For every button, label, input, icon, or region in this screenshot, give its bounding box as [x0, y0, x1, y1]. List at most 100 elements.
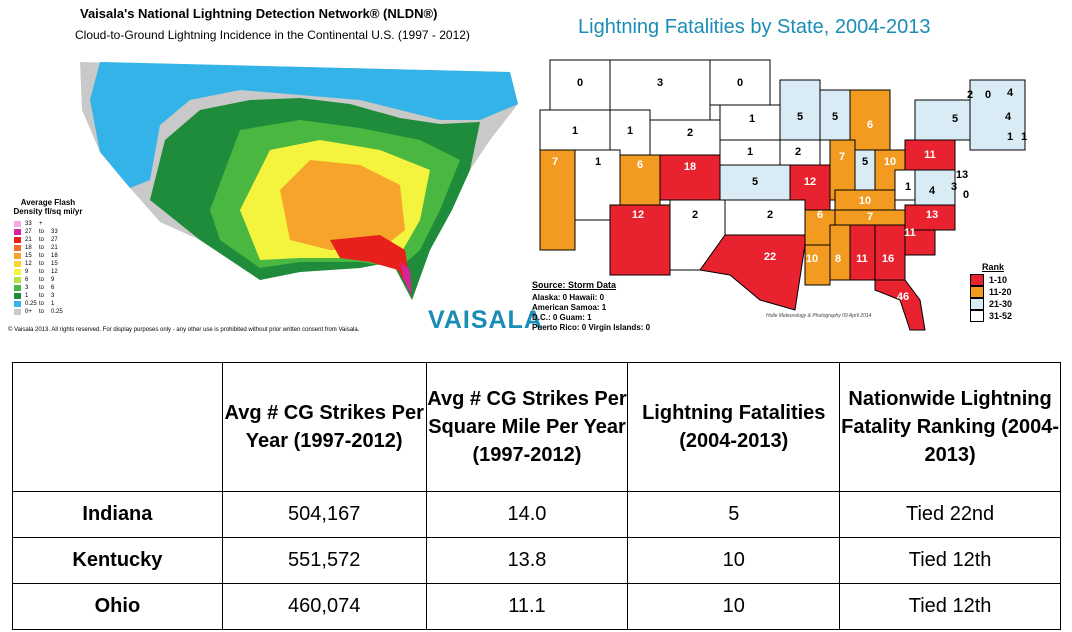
- legend-to: +: [39, 221, 43, 227]
- legend-max: 6: [51, 285, 55, 291]
- state-fatality-label: 0: [985, 89, 991, 101]
- legend-min: 27: [25, 229, 32, 235]
- legend-to: to: [39, 293, 45, 299]
- rank-swatch: [970, 286, 984, 298]
- territory-line: D.C.: 0 Guam: 1: [532, 313, 592, 322]
- state-fatality-label: 10: [884, 156, 896, 168]
- table-row: Ohio 460,074 11.1 10 Tied 12th: [12, 583, 1061, 630]
- legend-row: 27 to 33: [14, 228, 67, 236]
- map-credit: Holle Meteorology & Photography 09 April…: [766, 313, 872, 319]
- legend-row: 18 to 21: [14, 244, 67, 252]
- state-fatality-label: 0: [577, 77, 583, 89]
- table-header-cell: Lightning Fatalities (2004-2013): [627, 362, 841, 492]
- legend-min: 18: [25, 245, 32, 251]
- state-fatality-label: 1: [747, 146, 753, 158]
- state-fatality-label: 2: [795, 146, 801, 158]
- row-strikes: 504,167: [221, 491, 427, 538]
- vaisala-logo: VAISALA: [428, 306, 543, 334]
- legend-row: 21 to 27: [14, 236, 67, 244]
- territory-line: Puerto Rico: 0 Virgin Islands: 0: [532, 323, 651, 332]
- rank-label: 31-52: [989, 311, 1013, 321]
- rank-label: 11-20: [989, 287, 1012, 297]
- state-fatality-label: 6: [817, 209, 823, 221]
- state-fatality-label: 8: [835, 253, 841, 265]
- state-fatality-label: 1: [1007, 131, 1013, 143]
- state-fatality-label: 1: [627, 125, 633, 137]
- legend-max: 0.25: [51, 309, 63, 315]
- state-fatality-label: 10: [806, 253, 818, 265]
- row-fatalities: 10: [627, 583, 841, 630]
- legend-max: 12: [51, 269, 58, 275]
- legend-swatch: [14, 301, 21, 307]
- territory-list: Alaska: 0 Hawaii: 0 American Samoa: 1 D.…: [532, 293, 650, 333]
- vaisala-copyright: © Vaisala 2013. All rights reserved. For…: [8, 327, 360, 333]
- legend-swatch: [14, 285, 21, 291]
- legend-to: to: [39, 237, 45, 243]
- legend-row: 1 to 3: [14, 292, 67, 300]
- territory-line: American Samoa: 1: [532, 303, 607, 312]
- row-ranking: Tied 22nd: [839, 491, 1061, 538]
- row-state: Ohio: [12, 583, 223, 630]
- row-density: 14.0: [425, 491, 629, 538]
- legend-swatch: [14, 261, 21, 267]
- legend-min: 6: [25, 277, 29, 283]
- state-fatality-label: 4: [929, 185, 936, 197]
- state-ca: [539, 149, 576, 251]
- state-fatality-label: 11: [856, 253, 868, 265]
- legend-row: 3 to 6: [14, 284, 67, 292]
- legend-to: to: [39, 277, 45, 283]
- rank-swatch: [970, 274, 984, 286]
- legend-row: 12 to 15: [14, 260, 67, 268]
- legend-swatch: [14, 269, 21, 275]
- state-ne-states: [969, 79, 1026, 151]
- row-fatalities: 5: [627, 491, 841, 538]
- table-header-cell: Avg # CG Strikes Per Square Mile Per Yea…: [425, 362, 629, 492]
- rank-legend-item: 31-52: [970, 310, 1012, 322]
- state-fatality-label: 18: [684, 161, 696, 173]
- state-fatality-label: 5: [797, 111, 803, 123]
- legend-to: to: [39, 309, 45, 315]
- table-row: Indiana 504,167 14.0 5 Tied 22nd: [12, 491, 1061, 538]
- state-fatality-label: 11: [904, 227, 916, 239]
- legend-min: 3: [25, 285, 29, 291]
- legend-to: to: [39, 285, 45, 291]
- state-fatality-label: 2: [687, 127, 693, 139]
- flash-density-legend: 33 +27 to 33 21 to 27 18 to 21 15 to 18 12 to 15 9 to 12 6 t…: [14, 220, 67, 316]
- state-wy: [649, 119, 721, 156]
- state-fatality-label: 5: [832, 111, 838, 123]
- lightning-density-map-panel: Vaisala's National Lightning Detection N…: [0, 0, 542, 345]
- rank-legend-item: 1-10: [970, 274, 1012, 286]
- table-header-cell: Nationwide Lightning Fatality Ranking (2…: [839, 362, 1061, 492]
- rank-swatch: [970, 310, 984, 322]
- legend-row: 6 to 9: [14, 276, 67, 284]
- row-density: 13.8: [425, 537, 629, 584]
- state-fatality-label: 2: [692, 209, 698, 221]
- rank-legend-title: Rank: [982, 262, 1005, 272]
- legend-swatch: [14, 237, 21, 243]
- legend-max: 33: [51, 229, 58, 235]
- state-fatality-label: 11: [924, 149, 936, 161]
- state-fatality-label: 3: [951, 181, 957, 193]
- state-fatality-label: 2: [967, 89, 973, 101]
- state-or: [539, 109, 611, 151]
- row-ranking: Tied 12th: [839, 537, 1061, 584]
- state-ny: [914, 99, 971, 141]
- legend-min: 21: [25, 237, 32, 243]
- state-la: [804, 244, 831, 286]
- state-fatality-label: 12: [632, 209, 644, 221]
- row-density: 11.1: [425, 583, 629, 630]
- table-header-cell: Avg # CG Strikes Per Year (1997-2012): [221, 362, 427, 492]
- legend-swatch: [14, 245, 21, 251]
- legend-max: 27: [51, 237, 58, 243]
- legend-row: 15 to 18: [14, 252, 67, 260]
- legend-min: 0+: [25, 309, 32, 315]
- rank-swatch: [970, 298, 984, 310]
- legend-max: 1: [51, 301, 55, 307]
- legend-swatch: [14, 229, 21, 235]
- rank-label: 1-10: [989, 275, 1008, 285]
- row-strikes: 551,572: [221, 537, 427, 584]
- legend-row: 0.25 to 1: [14, 300, 67, 308]
- lightning-stats-table: Avg # CG Strikes Per Year (1997-2012) Av…: [12, 362, 1061, 630]
- legend-to: to: [39, 253, 45, 259]
- legend-max: 3: [51, 293, 55, 299]
